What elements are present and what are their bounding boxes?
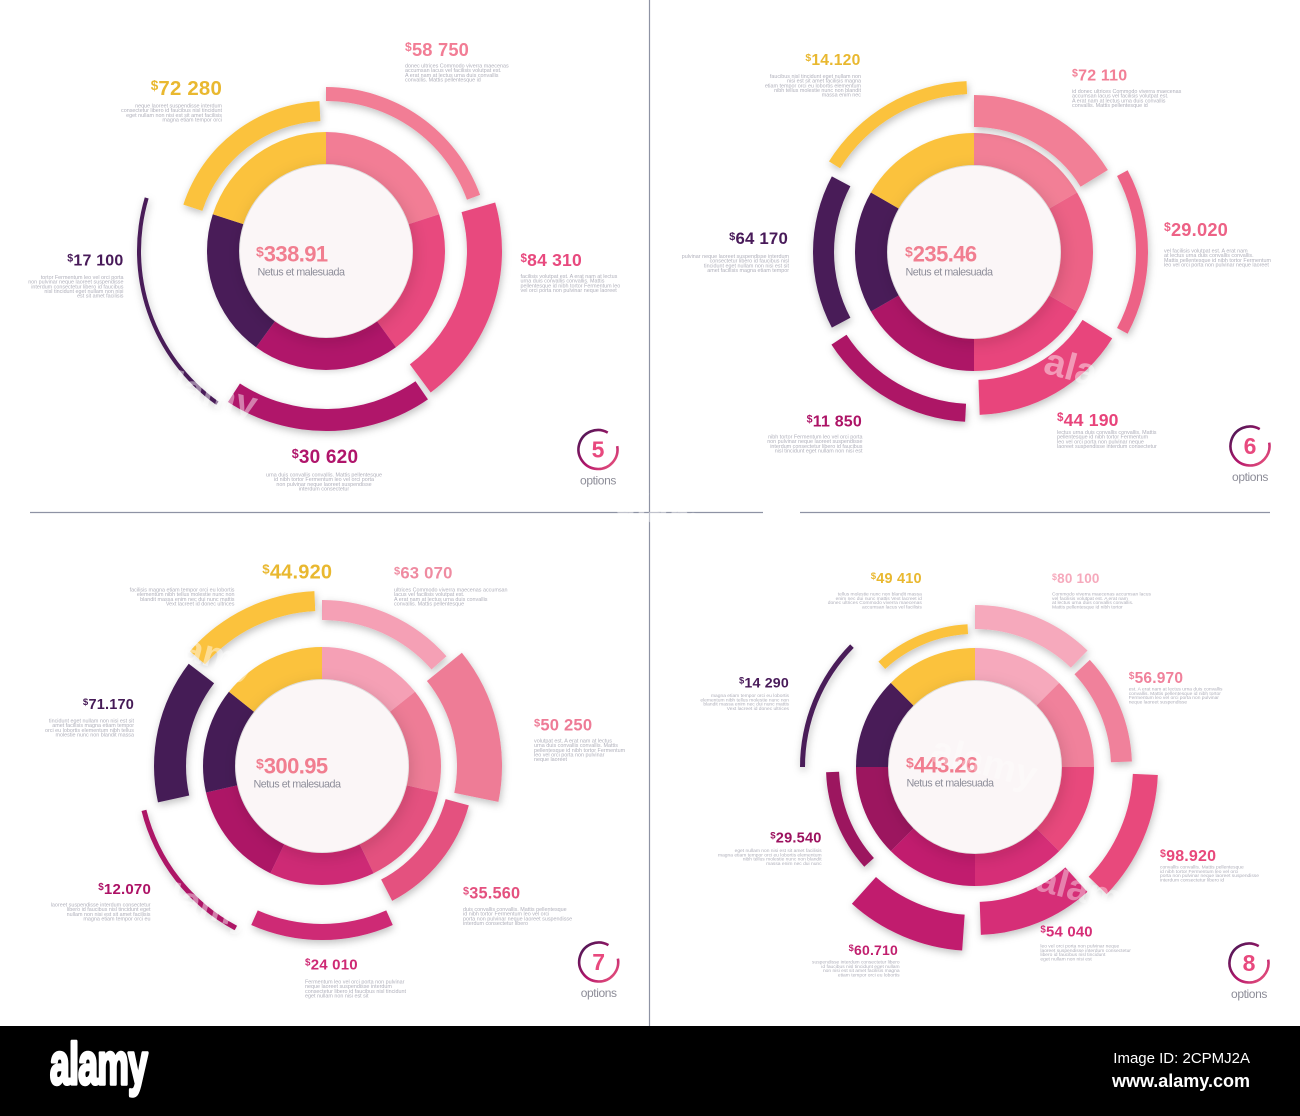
svg-text:options: options — [580, 474, 616, 488]
svg-text:tincidunt eget nullam non nisi: tincidunt eget nullam non nisi est sit am… — [45, 719, 134, 739]
svg-text:facilisis volutpat est. A erat: facilisis volutpat est. A erat nam at le… — [521, 274, 621, 294]
svg-text:options: options — [1231, 987, 1267, 1001]
svg-text:options: options — [1232, 470, 1268, 484]
svg-text:ultrices Commodo viverra maece: ultrices Commodo viverra maecenas accums… — [394, 588, 508, 608]
svg-text:$338.91: $338.91 — [256, 241, 328, 266]
svg-text:id donec ultrices Commodo vive: id donec ultrices Commodo viverra maecen… — [1072, 89, 1182, 109]
svg-text:$98.920: $98.920 — [1160, 848, 1216, 865]
svg-text:$80 100: $80 100 — [1052, 571, 1100, 586]
svg-text:$58 750: $58 750 — [405, 39, 469, 60]
svg-text:$72 110: $72 110 — [1072, 67, 1127, 84]
svg-text:$72 280: $72 280 — [151, 78, 222, 100]
svg-text:$44.920: $44.920 — [262, 561, 332, 583]
svg-text:$56.970: $56.970 — [1129, 670, 1183, 687]
svg-text:$11 850: $11 850 — [807, 413, 862, 430]
svg-text:est. A erat nam at lectus urna: est. A erat nam at lectus urna duis conv… — [1129, 687, 1223, 706]
svg-text:$14.120: $14.120 — [805, 52, 860, 69]
svg-text:$12.070: $12.070 — [98, 881, 151, 898]
svg-text:$60.710: $60.710 — [849, 942, 898, 958]
svg-text:nibh tortor Fermentum leo vel: nibh tortor Fermentum leo vel orci porta… — [767, 435, 863, 455]
svg-text:tortor Fermentum leo vel orci: tortor Fermentum leo vel orci porta non p… — [28, 275, 124, 300]
svg-text:7: 7 — [592, 949, 605, 975]
svg-text:$49 410: $49 410 — [871, 571, 922, 587]
svg-text:options: options — [581, 986, 617, 1000]
svg-text:duis convallis convallis. Matt: duis convallis convallis. Mattis pellent… — [463, 907, 572, 927]
svg-text:www.alamy.com: www.alamy.com — [1111, 1071, 1250, 1091]
svg-text:Netus et malesuada: Netus et malesuada — [253, 778, 341, 790]
svg-text:eget nullam non nisi est sit a: eget nullam non nisi est sit amet facili… — [718, 848, 822, 867]
svg-text:$84 310: $84 310 — [521, 250, 582, 270]
svg-text:$50 250: $50 250 — [534, 716, 592, 735]
svg-text:$235.46: $235.46 — [905, 242, 977, 267]
svg-text:$24 010: $24 010 — [305, 957, 358, 974]
svg-text:tellus molestie nunc non bland: tellus molestie nunc non blandit massa en… — [828, 592, 923, 611]
svg-text:magna etiam tempor orci eu lob: magna etiam tempor orci eu lobortis eleme… — [700, 693, 789, 712]
svg-text:leo vel orci porta non pulvina: leo vel orci porta non pulvinar neque lao… — [1040, 944, 1131, 963]
svg-text:convallis convallis. Mattis pe: convallis convallis. Mattis pellentesque… — [1160, 865, 1259, 884]
svg-text:$54 040: $54 040 — [1040, 924, 1092, 940]
svg-text:Netus et malesuada: Netus et malesuada — [905, 267, 993, 279]
svg-text:5: 5 — [592, 437, 605, 463]
svg-text:suspendisse interdum consectet: suspendisse interdum consectetur libero i… — [812, 960, 900, 979]
svg-text:Netus et malesuada: Netus et malesuada — [257, 266, 345, 278]
svg-text:$35.560: $35.560 — [463, 885, 520, 903]
svg-text:facilisis magna etiam tempor o: facilisis magna etiam tempor orci eu lob… — [130, 588, 235, 608]
svg-text:urna duis convallis convallis.: urna duis convallis convallis. Mattis pe… — [266, 473, 382, 493]
svg-text:neque laoreet suspendisse inte: neque laoreet suspendisse interdum consec… — [121, 104, 222, 124]
svg-text:pulvinar neque laoreet suspend: pulvinar neque laoreet suspendisse inter… — [682, 254, 790, 274]
svg-text:vel facilisis volutpat est. A: vel facilisis volutpat est. A erat nam at… — [1164, 249, 1271, 269]
svg-text:$29.020: $29.020 — [1164, 219, 1228, 240]
svg-text:8: 8 — [1243, 950, 1256, 976]
svg-text:$44 190: $44 190 — [1057, 410, 1119, 430]
svg-text:Image ID: 2CPMJ2A: Image ID: 2CPMJ2A — [1113, 1050, 1250, 1067]
svg-text:volutpat est. A erat nam at le: volutpat est. A erat nam at lectus urna d… — [534, 739, 626, 764]
svg-text:Netus et malesuada: Netus et malesuada — [906, 778, 994, 790]
svg-text:alamy: alamy — [50, 1033, 148, 1097]
svg-text:$29.540: $29.540 — [770, 830, 821, 846]
svg-text:6: 6 — [1244, 433, 1257, 459]
svg-text:faucibus nisl tincidunt eget n: faucibus nisl tincidunt eget nullam non n… — [765, 74, 862, 99]
svg-text:$443.26: $443.26 — [906, 753, 978, 778]
svg-text:Commodo viverra maecenas accum: Commodo viverra maecenas accumsan lacus v… — [1052, 592, 1151, 611]
svg-text:lectus urna duis convallis con: lectus urna duis convallis convallis. Ma… — [1057, 430, 1157, 450]
svg-text:$63 070: $63 070 — [394, 564, 453, 583]
svg-text:$30 620: $30 620 — [292, 447, 358, 468]
svg-text:Fermentum leo vel orci porta n: Fermentum leo vel orci porta non pulvina… — [305, 980, 406, 1000]
svg-text:$17 100: $17 100 — [67, 252, 123, 269]
svg-text:$14 290: $14 290 — [739, 675, 789, 692]
svg-text:laoreet suspendisse interdum c: laoreet suspendisse interdum consectetur… — [51, 903, 151, 923]
svg-text:$300.95: $300.95 — [256, 753, 328, 778]
svg-text:donec ultrices Commodo viverra: donec ultrices Commodo viverra maecenas a… — [405, 64, 509, 84]
svg-text:$64 170: $64 170 — [729, 229, 788, 248]
svg-text:$71.170: $71.170 — [83, 697, 134, 713]
